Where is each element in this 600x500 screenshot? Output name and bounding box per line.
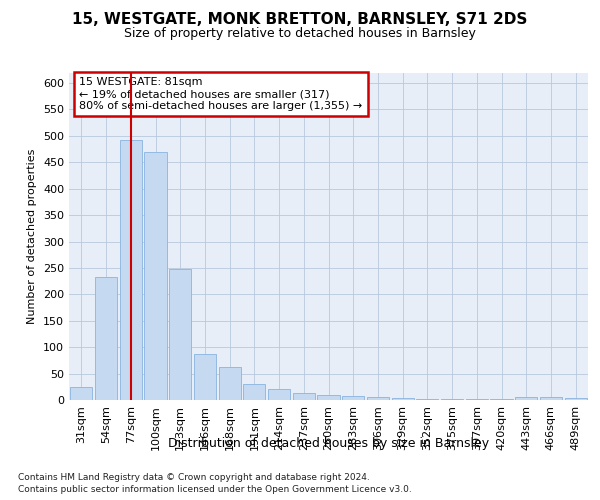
- Text: 15, WESTGATE, MONK BRETTON, BARNSLEY, S71 2DS: 15, WESTGATE, MONK BRETTON, BARNSLEY, S7…: [73, 12, 527, 28]
- Bar: [317, 394, 340, 400]
- Bar: [194, 354, 216, 400]
- Bar: [416, 399, 439, 400]
- Bar: [565, 398, 587, 400]
- Bar: [70, 387, 92, 400]
- Bar: [540, 397, 562, 400]
- Text: Contains public sector information licensed under the Open Government Licence v3: Contains public sector information licen…: [18, 485, 412, 494]
- Bar: [466, 399, 488, 400]
- Text: 15 WESTGATE: 81sqm
← 19% of detached houses are smaller (317)
80% of semi-detach: 15 WESTGATE: 81sqm ← 19% of detached hou…: [79, 78, 362, 110]
- Bar: [169, 269, 191, 400]
- Bar: [243, 384, 265, 400]
- Bar: [342, 396, 364, 400]
- Text: Size of property relative to detached houses in Barnsley: Size of property relative to detached ho…: [124, 28, 476, 40]
- Bar: [218, 366, 241, 400]
- Bar: [515, 398, 538, 400]
- Bar: [95, 278, 117, 400]
- Y-axis label: Number of detached properties: Number of detached properties: [28, 148, 37, 324]
- Bar: [268, 389, 290, 400]
- Bar: [293, 393, 315, 400]
- Bar: [367, 397, 389, 400]
- Bar: [145, 152, 167, 400]
- Bar: [392, 398, 414, 400]
- Bar: [119, 140, 142, 400]
- Text: Distribution of detached houses by size in Barnsley: Distribution of detached houses by size …: [168, 438, 490, 450]
- Text: Contains HM Land Registry data © Crown copyright and database right 2024.: Contains HM Land Registry data © Crown c…: [18, 472, 370, 482]
